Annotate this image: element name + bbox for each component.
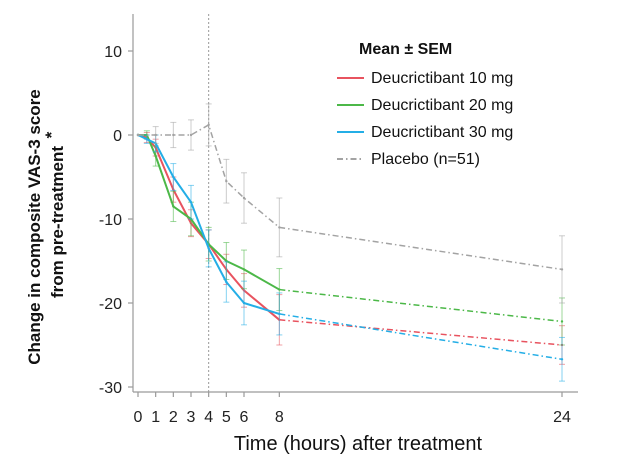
x-tick-label: 5 — [222, 409, 231, 426]
series-deucrictibant-10-mg — [136, 131, 565, 365]
data-point — [242, 301, 246, 305]
data-point — [189, 133, 193, 137]
legend-title: Mean ± SEM — [359, 41, 452, 58]
x-tick-label: 4 — [204, 409, 213, 426]
x-tick-label: 3 — [187, 409, 196, 426]
x-tick-label: 0 — [134, 409, 143, 426]
data-point — [278, 226, 281, 229]
x-tick-label: 6 — [240, 409, 249, 426]
series-line — [138, 123, 563, 271]
data-point — [154, 154, 157, 158]
x-tick-label: 1 — [151, 409, 160, 426]
data-point — [189, 201, 193, 204]
series-deucrictibant-30-mg — [136, 133, 565, 382]
data-point — [225, 280, 228, 284]
data-point — [278, 288, 281, 291]
data-point — [560, 268, 564, 271]
x-axis-title: Time (hours) after treatment — [234, 433, 483, 455]
y-axis-footnote-marker: * — [42, 131, 61, 138]
y-tick-label: -30 — [99, 380, 122, 397]
legend-item: Deucrictibant 20 mg — [337, 97, 513, 114]
data-point — [172, 133, 175, 137]
y-tick-label: -20 — [99, 296, 122, 313]
legend-item: Deucrictibant 10 mg — [337, 70, 513, 87]
legend: Mean ± SEM Deucrictibant 10 mg Deucrictib… — [337, 41, 513, 168]
legend-label: Deucrictibant 20 mg — [371, 97, 513, 114]
legend-item: Placebo (n=51) — [337, 151, 480, 168]
series-line-extrapolated — [279, 288, 563, 323]
y-tick-label: 10 — [104, 44, 122, 61]
data-point — [136, 133, 140, 137]
data-point — [242, 268, 246, 271]
data-point — [242, 196, 246, 200]
y-axis-title-line2: from pre-treatment — [48, 146, 67, 298]
data-point — [207, 123, 210, 127]
data-point — [225, 180, 228, 183]
series-layer — [136, 103, 565, 382]
series-placebo-n-51 — [136, 103, 565, 304]
legend-item: Deucrictibant 30 mg — [337, 124, 513, 141]
axes: 100-10-20-300 1 2 3 4 5 6 8 24 — [99, 14, 578, 426]
x-tick-label: 2 — [169, 409, 178, 426]
y-tick-label: 0 — [113, 128, 122, 145]
legend-label: Deucrictibant 30 mg — [371, 124, 513, 141]
y-tick-label: -10 — [99, 212, 122, 229]
y-axis-title: Change in composite VAS-3 score from pre… — [25, 89, 67, 365]
series-line-extrapolated — [279, 313, 563, 361]
data-point — [154, 133, 157, 137]
y-axis-title-line1: Change in composite VAS-3 score — [25, 89, 44, 365]
series-line-extrapolated — [279, 319, 563, 346]
data-point — [560, 358, 564, 361]
data-point — [145, 138, 149, 141]
data-point — [278, 312, 281, 316]
data-point — [172, 205, 175, 208]
legend-label: Placebo (n=51) — [371, 151, 480, 168]
x-tick-label: 24 — [553, 409, 571, 426]
data-point — [172, 175, 175, 179]
x-tick-label: 8 — [275, 409, 284, 426]
data-point — [207, 247, 210, 250]
legend-label: Deucrictibant 10 mg — [371, 70, 513, 87]
data-point — [560, 320, 564, 323]
